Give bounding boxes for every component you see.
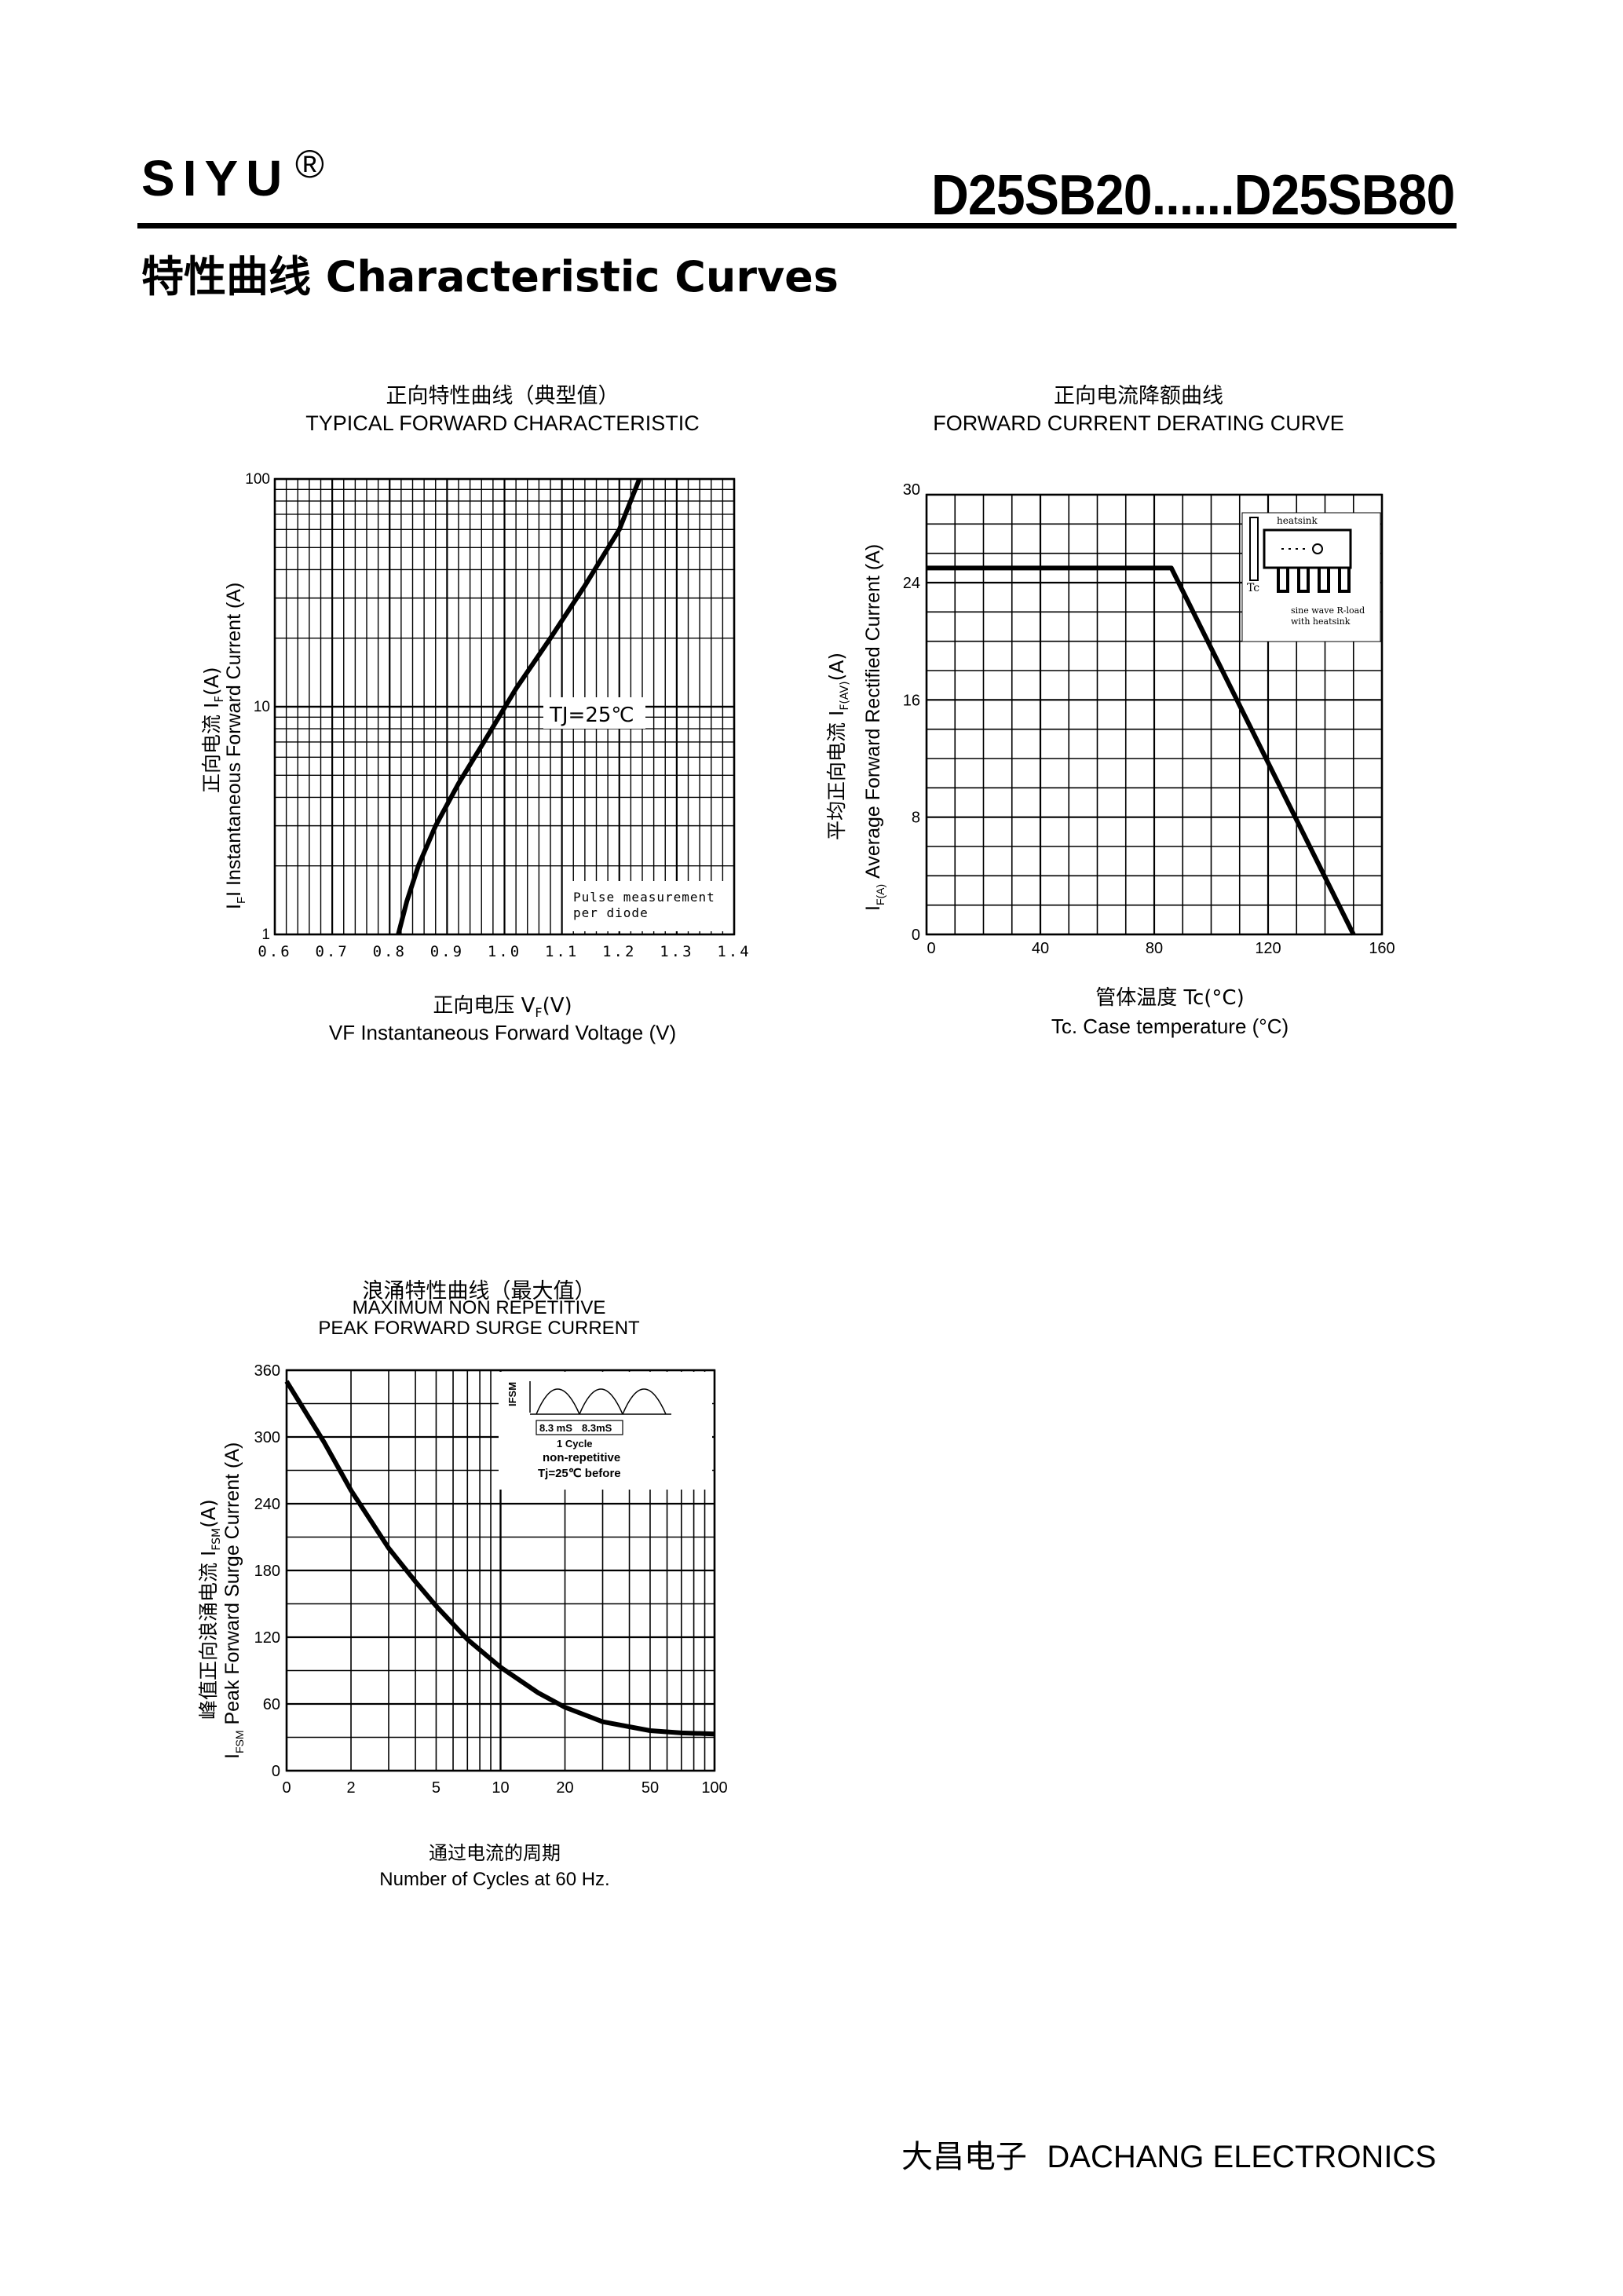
surge-chart-title-cn: 浪涌特性曲线（最大值） xyxy=(362,1279,596,1303)
temperature-annotation: TJ=25℃ xyxy=(549,704,634,727)
x-tick-label: 5 xyxy=(432,1779,440,1797)
surge-ylabel-cn: 峰值正向浪涌电流 IFSM(A) xyxy=(197,1499,223,1720)
surge-curve xyxy=(284,1380,715,1737)
y-tick-label: 0 xyxy=(912,927,920,944)
x-tick-label: 1.4 xyxy=(717,943,751,960)
y-tick-label: 120 xyxy=(254,1629,280,1647)
inset-heatsink-label: heatsink xyxy=(1277,515,1318,526)
y-tick-label: 8 xyxy=(912,810,920,827)
x-tick-label: 1.2 xyxy=(602,943,636,960)
x-tick-label: 0.7 xyxy=(315,943,349,960)
note-bg xyxy=(567,881,732,931)
surge-ylabel-en: IFSM Peak Forward Surge Current (A) xyxy=(221,1442,246,1759)
x-tick-label: 0.8 xyxy=(373,943,407,960)
y-tick-label: 24 xyxy=(903,575,920,592)
part-number-range: D25SB20......D25SB80 xyxy=(930,164,1455,227)
y-tick-label: 30 xyxy=(903,481,920,499)
x-tick-label: 0.6 xyxy=(258,943,291,960)
inset-period2: 8.3mS xyxy=(582,1422,612,1434)
inset-note-line1: sine wave R-load xyxy=(1291,605,1365,616)
forward-chart-title-cn: 正向特性曲线（典型值） xyxy=(386,384,620,408)
inset-tc-label: Tc xyxy=(1247,582,1259,594)
derating-xlabel-cn: 管体温度 Tc(°C) xyxy=(1095,986,1245,1010)
half-sine-wave xyxy=(579,1388,623,1415)
registered-mark: ® xyxy=(295,142,324,186)
pulse-note-line1: Pulse measurement xyxy=(573,890,715,905)
y-tick-label: 180 xyxy=(254,1563,280,1580)
surge-chart-title-en1: MAXIMUM NON REPETITIVE xyxy=(352,1297,606,1318)
derating-chart-title-cn: 正向电流降额曲线 xyxy=(1054,384,1223,408)
derating-xlabel-en: Tc. Case temperature (°C) xyxy=(1051,1015,1289,1038)
x-tick-label: 1.1 xyxy=(545,943,579,960)
inset-ifsm-label: IFSM xyxy=(506,1382,518,1406)
footer-company-en: DACHANG ELECTRONICS xyxy=(1047,2140,1436,2174)
surge-xlabel-cn: 通过电流的周期 xyxy=(429,1842,561,1864)
heatsink-icon xyxy=(1249,517,1259,581)
section-title: 特性曲线 Characteristic Curves xyxy=(141,252,839,302)
plot-frame xyxy=(285,1369,716,1772)
x-tick-label: 40 xyxy=(1032,940,1049,957)
y-tick-label: 60 xyxy=(263,1696,280,1713)
mounting-hole-icon xyxy=(1312,543,1323,554)
y-tick-label: 240 xyxy=(254,1496,280,1513)
x-tick-label: 50 xyxy=(642,1779,659,1797)
forward-xlabel-en: VF Instantaneous Forward Voltage (V) xyxy=(328,1021,677,1044)
x-tick-label: 10 xyxy=(492,1779,509,1797)
x-tick-label: 0 xyxy=(927,940,935,957)
header-rule xyxy=(137,223,1457,229)
inset-period1: 8.3 mS xyxy=(539,1422,572,1434)
lead-icon xyxy=(1338,568,1351,593)
x-tick-label: 2 xyxy=(346,1779,355,1797)
surge-xlabel-en: Number of Cycles at 60 Hz. xyxy=(379,1869,610,1890)
plot-frame xyxy=(925,493,1384,936)
footer-company-cn: 大昌电子 xyxy=(901,2139,1027,2175)
derating-ylabel-en: IF(A) Average Forward Rectified Current … xyxy=(862,543,886,911)
inset-bg xyxy=(499,1372,712,1490)
x-tick-label: 0.9 xyxy=(430,943,464,960)
half-sine-wave xyxy=(622,1388,667,1415)
inset-note-line2: with heatsink xyxy=(1291,616,1351,627)
forward-ylabel-en: IFI Instantaneous Forward Current (A) xyxy=(223,582,248,909)
forward-curve xyxy=(396,477,642,935)
y-tick-label: 360 xyxy=(254,1362,280,1380)
x-tick-label: 120 xyxy=(1255,940,1281,957)
period-box xyxy=(536,1420,623,1435)
x-tick-label: 1.0 xyxy=(488,943,521,960)
y-tick-label: 10 xyxy=(254,699,270,715)
inset-nonrep: non-repetitive xyxy=(543,1451,620,1464)
brand-logo: SIYU xyxy=(141,150,291,207)
x-tick-label: 0 xyxy=(282,1779,291,1797)
y-tick-label: 100 xyxy=(245,471,270,488)
x-tick-label: 80 xyxy=(1146,940,1163,957)
x-tick-label: 20 xyxy=(556,1779,573,1797)
pulse-note-line2: per diode xyxy=(573,905,649,920)
y-tick-label: 16 xyxy=(903,692,920,709)
annotation-bg xyxy=(543,697,645,729)
x-tick-label: 1.3 xyxy=(660,943,693,960)
derating-curve xyxy=(927,565,1356,936)
derating-chart-title-en: FORWARD CURRENT DERATING CURVE xyxy=(933,411,1344,435)
forward-xlabel-cn: 正向电压 VF(V) xyxy=(433,994,572,1021)
forward-chart-title-en: TYPICAL FORWARD CHARACTERISTIC xyxy=(305,411,700,435)
lead-icon xyxy=(1318,568,1330,593)
package-icon xyxy=(1263,528,1352,569)
half-sine-wave xyxy=(536,1388,580,1415)
plot-frame xyxy=(273,477,736,936)
footer-company: 大昌电子 DACHANG ELECTRONICS xyxy=(901,2131,1436,2177)
y-tick-label: 1 xyxy=(261,927,270,943)
lead-icon xyxy=(1277,568,1289,593)
forward-ylabel-cn: 正向电流 IF(A) xyxy=(200,667,226,793)
lead-icon xyxy=(1297,568,1310,593)
inset-cycle: 1 Cycle xyxy=(557,1438,593,1450)
surge-chart-title-en2: PEAK FORWARD SURGE CURRENT xyxy=(318,1318,640,1339)
derating-ylabel-cn: 平均正向电流 IF(AV)(A) xyxy=(825,652,851,840)
y-tick-label: 300 xyxy=(254,1429,280,1446)
x-tick-label: 100 xyxy=(701,1779,727,1797)
inset-tj: Tj=25℃ before xyxy=(538,1467,621,1480)
x-tick-label: 160 xyxy=(1369,940,1395,957)
y-tick-label: 0 xyxy=(272,1763,280,1780)
